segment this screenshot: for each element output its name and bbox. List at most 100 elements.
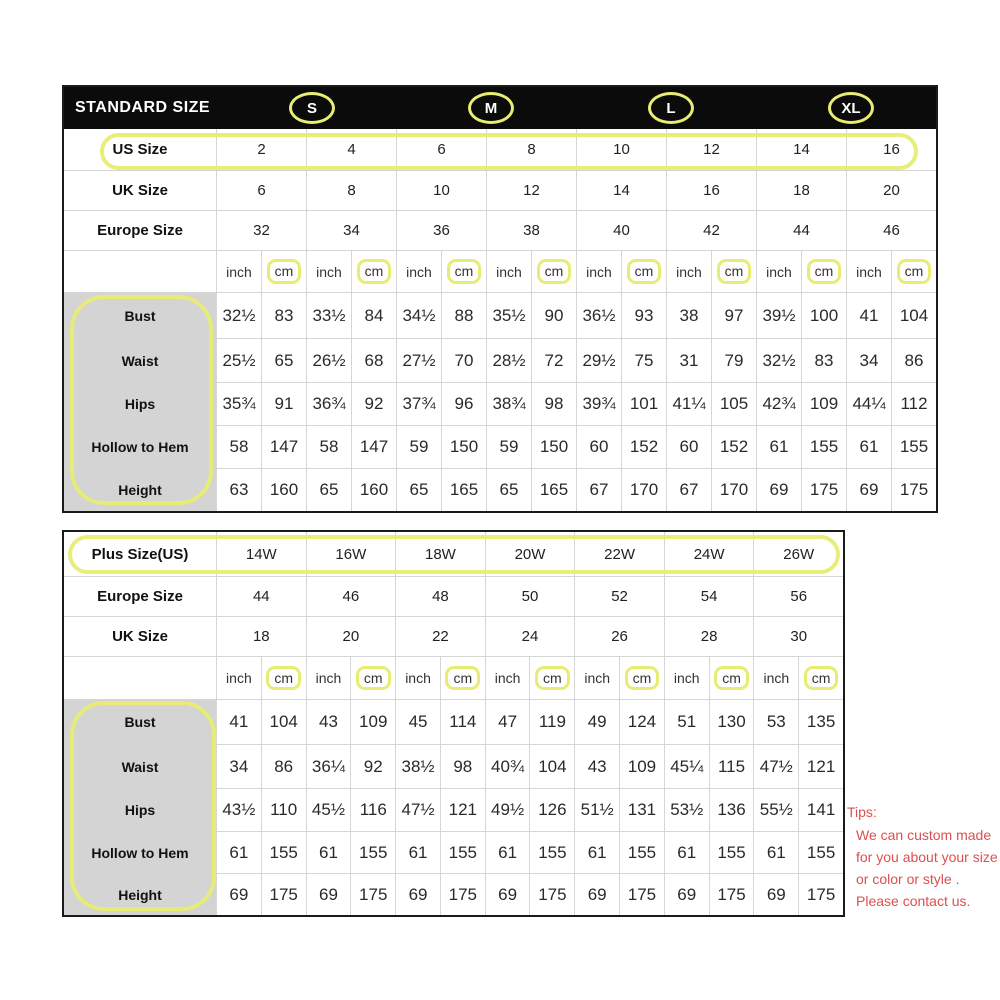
measurement-value-cell: 150 (531, 425, 576, 468)
unit-cell-inch: inch (395, 656, 440, 699)
size-value-cell: 16 (666, 170, 756, 210)
measurement-value-cell: 61 (663, 831, 709, 873)
unit-cell-cm: cm (711, 250, 756, 292)
unit-cell-inch: inch (666, 250, 711, 292)
size-value-cell: 54 (663, 576, 754, 616)
measurement-value-cell: 43 (574, 744, 620, 788)
measurement-value-cell: 70 (441, 338, 486, 382)
measurement-value-cell: 67 (666, 468, 711, 511)
measurement-row: Height 69 175 69 175 69 175 69 175 69 175 69 175 69 17… (64, 873, 843, 915)
cm-highlight-badge: cm (266, 665, 301, 691)
size-value-cell: 34 (306, 210, 396, 250)
unit-cell-inch: inch (486, 250, 531, 292)
measurement-value-cell: 37¾ (396, 382, 441, 425)
measurement-value-cell: 175 (801, 468, 846, 511)
size-value-cell: 8 (486, 129, 576, 170)
size-value-cell: 20 (846, 170, 936, 210)
unit-cell-cm: cm (350, 656, 396, 699)
size-value-cell: 52 (574, 576, 664, 616)
size-value-cell: 44 (216, 576, 306, 616)
measurement-label: Bust (64, 292, 216, 338)
measurement-value-cell: 90 (531, 292, 576, 338)
cm-highlight-badge: cm (266, 259, 302, 284)
measurement-value-cell: 61 (305, 831, 351, 873)
size-row-label: UK Size (64, 170, 216, 210)
measurement-value-cell: 26½ (306, 338, 351, 382)
measurement-value-cell: 97 (711, 292, 756, 338)
measurement-value-cell: 40¾ (484, 744, 530, 788)
measurement-value-cell: 34½ (396, 292, 441, 338)
unit-cell-inch: inch (216, 656, 261, 699)
measurement-value-cell: 38¾ (486, 382, 531, 425)
size-value-cell: 28 (663, 616, 754, 656)
unit-cell-inch: inch (216, 250, 261, 292)
tips-line: Please contact us. (856, 893, 971, 909)
measurement-value-cell: 104 (529, 744, 575, 788)
measurement-value-cell: 69 (574, 873, 620, 915)
size-value-cell: 12 (486, 170, 576, 210)
measurement-value-cell: 110 (260, 788, 306, 831)
unit-cell-inch: inch (484, 656, 530, 699)
measurement-value-cell: 36¾ (306, 382, 351, 425)
size-circle-m: M (468, 92, 514, 124)
measurement-value-cell: 35½ (486, 292, 531, 338)
measurement-row: Hollow to Hem 61 155 61 155 61 155 61 155 61 155 61… (64, 831, 843, 873)
size-value-cell: 32 (216, 210, 306, 250)
measurement-value-cell: 98 (531, 382, 576, 425)
size-value-cell: 36 (396, 210, 486, 250)
measurement-value-cell: 41¼ (666, 382, 711, 425)
measurement-value-cell: 109 (350, 699, 396, 744)
unit-cell-inch: inch (663, 656, 709, 699)
size-row: UK Size 18 20 22 24 26 28 30 (64, 616, 843, 656)
measurement-value-cell: 126 (529, 788, 575, 831)
measurement-value-cell: 47½ (753, 744, 799, 788)
measurement-row: Hips 43½ 110 45½ 116 47½ 121 49½ 126 51½ 131 53½ 136… (64, 788, 843, 831)
measurement-value-cell: 55½ (753, 788, 799, 831)
size-value-cell: 50 (484, 576, 575, 616)
size-circle-s: S (289, 92, 335, 124)
size-value-cell: 46 (846, 210, 936, 250)
unit-cell-cm: cm (261, 250, 306, 292)
measurement-value-cell: 61 (756, 425, 801, 468)
unit-cell-inch: inch (574, 656, 620, 699)
size-value-cell: 8 (306, 170, 396, 210)
measurement-value-cell: 135 (798, 699, 843, 744)
measurement-value-cell: 69 (753, 873, 799, 915)
measurement-value-cell: 121 (439, 788, 485, 831)
measurement-value-cell: 175 (708, 873, 754, 915)
measurement-value-cell: 47½ (395, 788, 440, 831)
measurement-value-cell: 84 (351, 292, 396, 338)
measurement-value-cell: 68 (351, 338, 396, 382)
measurement-row: Waist 25½ 65 26½ 68 27½ 70 28½ 72 29½ 75 31 79 32½ 83 3… (64, 338, 936, 382)
measurement-value-cell: 41 (216, 699, 261, 744)
measurement-value-cell: 59 (396, 425, 441, 468)
tips-title: Tips: (847, 804, 877, 820)
measurement-value-cell: 155 (350, 831, 396, 873)
measurement-row: Hips 35¾ 91 36¾ 92 37¾ 96 38¾ 98 39¾ 101 41¼ 105 42¾ 1… (64, 382, 936, 425)
unit-cell-inch: inch (756, 250, 801, 292)
cm-highlight-badge: cm (624, 665, 660, 691)
cm-highlight-badge: cm (626, 259, 662, 284)
measurement-label: Height (64, 873, 216, 915)
measurement-value-cell: 61 (574, 831, 620, 873)
unit-cell-cm: cm (351, 250, 396, 292)
measurement-value-cell: 39½ (756, 292, 801, 338)
measurement-label: Hollow to Hem (64, 425, 216, 468)
measurement-value-cell: 175 (619, 873, 664, 915)
measurement-row: Bust 32½ 83 33½ 84 34½ 88 35½ 90 36½ 93 38 97 39½ 100 4… (64, 292, 936, 338)
size-value-cell: 10 (576, 129, 666, 170)
measurement-value-cell: 155 (260, 831, 306, 873)
size-value-cell: 22 (395, 616, 485, 656)
size-value-cell: 56 (753, 576, 843, 616)
measurement-value-cell: 170 (711, 468, 756, 511)
measurement-value-cell: 61 (216, 831, 261, 873)
cm-highlight-badge: cm (803, 665, 839, 691)
measurement-label: Waist (64, 744, 216, 788)
standard-size-table: STANDARD SIZE S M L XL US Size 2 4 6 8 10 12 14 16 U… (62, 85, 938, 513)
measurement-value-cell: 69 (305, 873, 351, 915)
size-row: Europe Size 44 46 48 50 52 54 56 (64, 576, 843, 616)
unit-row-empty-label (64, 656, 216, 699)
size-value-cell: 14 (756, 129, 846, 170)
standard-size-title: STANDARD SIZE (75, 99, 211, 116)
size-value-cell: 44 (756, 210, 846, 250)
